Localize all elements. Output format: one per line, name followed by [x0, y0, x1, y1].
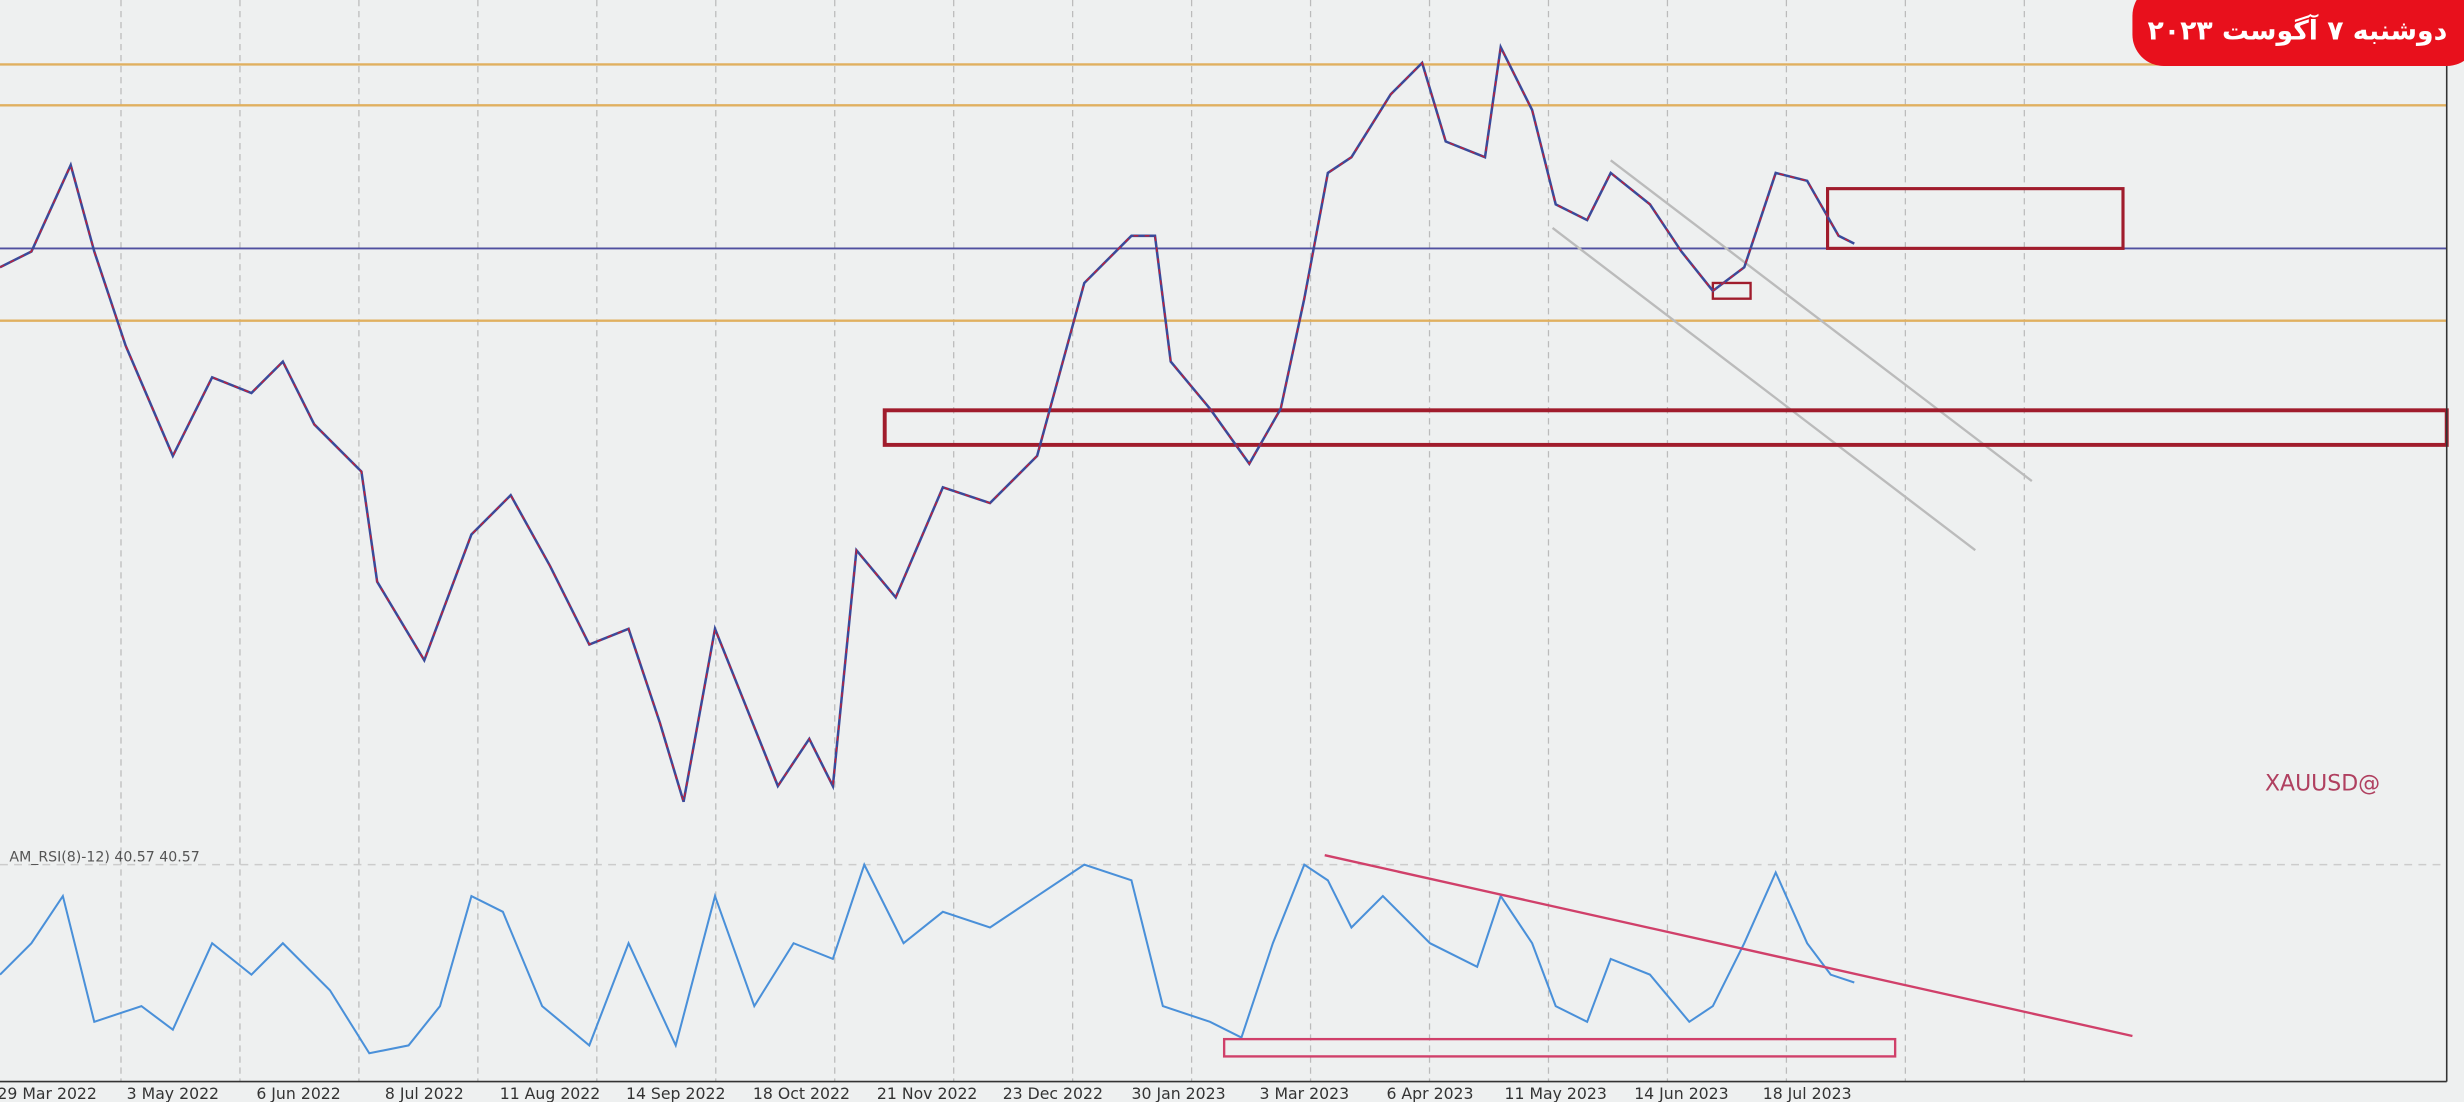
time-axis-label: 18 Jul 2023 — [1763, 1084, 1852, 1102]
time-axis-label: 14 Jun 2023 — [1634, 1084, 1728, 1102]
time-axis-label: 21 Nov 2022 — [877, 1084, 978, 1102]
watermark: XAUUSD@ — [2265, 772, 2380, 797]
time-axis-label: 14 Sep 2022 — [626, 1084, 726, 1102]
time-axis-label: 30 Jan 2023 — [1132, 1084, 1226, 1102]
date-banner — [2132, 0, 2464, 67]
time-axis-label: 11 May 2023 — [1505, 1084, 1607, 1102]
vertical-grid — [120, 0, 2025, 1082]
rsi-zone-box — [1222, 1037, 1897, 1058]
indicator-label: AM_RSI(8)-12) 40.57 40.57 — [9, 849, 199, 865]
time-axis-labels: 29 Mar 2022 3 May 2022 6 Jun 2022 8 Jul 202… — [0, 1084, 1852, 1102]
time-axis-label: 11 Aug 2022 — [500, 1084, 601, 1102]
rsi-trendline — [1324, 854, 2133, 1038]
channel-line — [1610, 159, 2033, 482]
time-axis-label: 6 Jun 2022 — [256, 1084, 340, 1102]
rsi-line — [0, 861, 1855, 1055]
time-axis-label: 6 Apr 2023 — [1386, 1084, 1473, 1102]
channel-line — [1551, 227, 1977, 552]
time-axis-label: 3 May 2022 — [127, 1084, 219, 1102]
date-banner-text: دوشنبه ۷ آگوست ۲۰۲۳ — [2147, 13, 2447, 46]
time-axis-label: 29 Mar 2022 — [0, 1084, 97, 1102]
time-axis-label: 8 Jul 2022 — [385, 1084, 464, 1102]
time-axis-label: 3 Mar 2023 — [1260, 1084, 1350, 1102]
time-axis-label: 18 Oct 2022 — [753, 1084, 850, 1102]
time-axis-label: 23 Dec 2022 — [1003, 1084, 1103, 1102]
price-line-overlay — [0, 44, 1855, 802]
